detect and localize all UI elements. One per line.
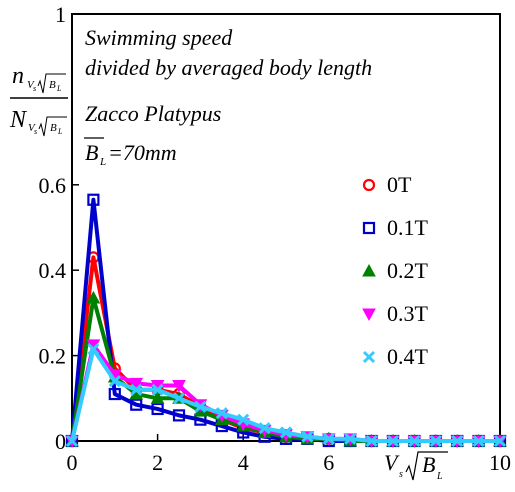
data-point <box>365 434 378 448</box>
x-tick-label: 2 <box>152 450 163 475</box>
data-point <box>472 434 485 448</box>
legend-marker <box>362 178 376 192</box>
series-layer <box>65 193 507 449</box>
y-tick-label: 0.6 <box>39 173 67 198</box>
data-point <box>429 434 442 448</box>
legend-item-0-4t: 0.4T <box>362 344 429 369</box>
data-point <box>215 407 228 420</box>
annotation-body-length: B L =70mm <box>84 137 177 168</box>
y-label-numerator: n <box>12 63 24 89</box>
data-point <box>344 432 357 445</box>
legend-item-0t: 0T <box>362 172 412 197</box>
y-label-den-sub-v: V <box>28 122 36 134</box>
x-label-sub-l: L <box>436 471 443 482</box>
data-point <box>322 432 335 445</box>
y-label-num-sub-b: B <box>49 79 56 91</box>
annotations: Swimming speed divided by averaged body … <box>84 25 372 168</box>
legend: 0T 0.1T 0.2T 0.3T 0.4T <box>362 172 429 369</box>
x-tick-label: 10 <box>489 450 511 475</box>
x-label-sub-s: s <box>399 469 403 480</box>
data-point <box>194 400 207 413</box>
series-0-1t <box>65 193 507 448</box>
x-tick-label: 0 <box>67 450 78 475</box>
legend-label: 0T <box>387 172 412 197</box>
y-label-num-sub-v: V <box>27 79 35 91</box>
series-0t <box>65 251 507 448</box>
y-label-denominator: N <box>9 107 28 133</box>
y-label-den-sub-l: L <box>57 127 63 136</box>
data-point <box>108 387 121 401</box>
series-line-0-1t <box>70 197 500 443</box>
x-tick-label: 4 <box>238 450 249 475</box>
bl-symbol: B <box>85 140 98 165</box>
legend-marker <box>362 308 376 322</box>
x-tick-label: 6 <box>323 450 334 475</box>
data-point <box>151 383 164 396</box>
annotation-swimming-speed: Swimming speed <box>85 25 233 50</box>
data-point <box>87 343 100 356</box>
y-label-den-sub-s: s <box>34 127 37 136</box>
legend-marker <box>362 350 376 364</box>
x-label-v: V <box>384 450 400 475</box>
legend-label: 0.4T <box>387 344 429 369</box>
legend-marker <box>362 221 376 235</box>
y-label-den-sub-b: B <box>50 122 57 134</box>
data-point <box>386 434 400 448</box>
legend-item-0-3t: 0.3T <box>362 301 429 326</box>
data-point <box>86 290 101 304</box>
data-point <box>108 375 121 388</box>
series-line-0-2t <box>70 295 500 443</box>
y-label-num-sub-s: s <box>33 84 36 93</box>
y-label-num-sub-l: L <box>56 84 62 93</box>
data-point <box>493 434 507 448</box>
y-axis-label: n V s B L N V s B L <box>9 63 68 137</box>
legend-marker <box>362 263 376 277</box>
data-point <box>237 413 250 426</box>
data-point <box>279 426 293 439</box>
x-label-b: B <box>422 452 435 477</box>
x-axis-label: V s B L <box>384 450 448 482</box>
y-tick-label: 1 <box>55 2 66 27</box>
data-point <box>451 434 464 448</box>
y-tick-label: 0.2 <box>39 344 67 369</box>
legend-item-0-2t: 0.2T <box>362 258 429 283</box>
data-point <box>408 434 421 448</box>
data-point <box>150 391 165 404</box>
data-point <box>301 430 314 443</box>
bl-subscript: L <box>99 156 106 168</box>
legend-label: 0.3T <box>387 301 429 326</box>
series-line-0t <box>70 255 500 443</box>
data-point <box>258 422 271 435</box>
data-point <box>130 398 143 411</box>
series-0-2t <box>65 290 507 447</box>
legend-item-0-1t: 0.1T <box>362 215 429 240</box>
legend-label: 0.1T <box>387 215 429 240</box>
y-tick-label: 0.4 <box>39 258 67 283</box>
annotation-species: Zacco Platypus <box>85 101 221 126</box>
annotation-divided-by-length: divided by averaged body length <box>85 55 372 80</box>
data-point <box>65 434 79 448</box>
data-point <box>172 409 186 422</box>
legend-label: 0.2T <box>387 258 429 283</box>
annotation-bl-value: =70mm <box>108 140 177 165</box>
data-point <box>172 392 186 405</box>
y-tick-label: 0 <box>55 429 66 454</box>
data-point <box>172 379 186 393</box>
series-0-4t <box>65 343 507 448</box>
data-point <box>151 402 164 416</box>
data-point <box>87 193 100 206</box>
data-point <box>129 377 144 391</box>
data-point <box>130 383 143 396</box>
